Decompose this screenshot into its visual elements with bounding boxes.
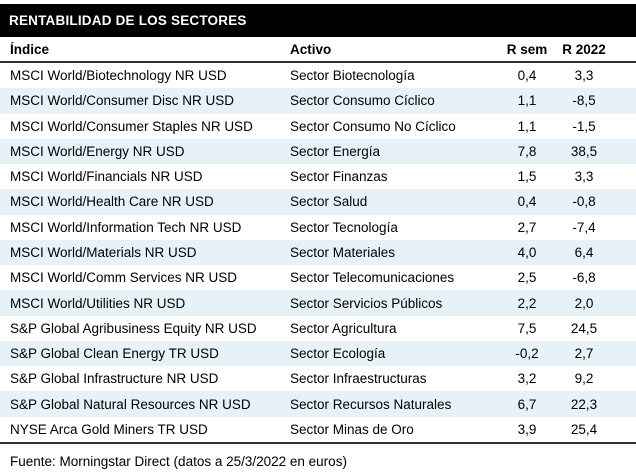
cell-r-2022: 9,2 [574,371,594,387]
cell-r-sem: 1,1 [517,118,537,134]
cell-r-sem: 7,5 [517,320,537,336]
table-title: RENTABILIDAD DE LOS SECTORES [9,13,247,28]
cell-r-2022: 3,3 [574,169,594,185]
cell-r-sem: 0,4 [517,194,537,210]
table-row: S&P Global Natural Resources NR USD Secto… [0,391,636,417]
table-row: MSCI World/Comm Services NR USD Sector Te… [0,265,636,291]
cell-r-sem: 6,7 [517,396,537,412]
cell-activo: Sector Telecomunicaciones [290,270,455,286]
table-row: S&P Global Infrastructure NR USD Sector I… [0,366,636,392]
cell-r-2022: -7,4 [572,219,596,235]
cell-indice: S&P Global Natural Resources NR USD [10,396,251,412]
cell-r-2022: -1,5 [572,118,596,134]
table-row: MSCI World/Consumer Disc NR USD Sector Co… [0,88,636,114]
table-row: S&P Global Agribusiness Equity NR USD Sec… [0,315,636,341]
cell-r-sem: 2,7 [517,219,537,235]
table-row: S&P Global Clean Energy TR USD Sector Eco… [0,340,636,367]
cell-activo: Sector Ecología [290,346,386,362]
column-header-activo: Activo [290,41,332,57]
cell-indice: MSCI World/Biotechnology NR USD [10,68,227,84]
cell-activo: Sector Consumo Cíclico [290,93,435,109]
cell-indice: NYSE Arca Gold Miners TR USD [10,421,208,437]
cell-r-2022: -8,5 [572,93,596,109]
table-row: MSCI World/Financials NR USD Sector Finan… [0,164,636,190]
cell-r-sem: 1,5 [517,169,537,185]
cell-indice: MSCI World/Materials NR USD [10,244,197,260]
cell-r-2022: 6,4 [574,244,594,260]
cell-indice: MSCI World/Consumer Staples NR USD [10,118,253,134]
cell-r-2022: 3,3 [574,68,594,84]
table-row: MSCI World/Information Tech NR USD Sector… [0,214,636,240]
table-row: NYSE Arca Gold Miners TR USD Sector Minas… [0,416,636,442]
cell-activo: Sector Biotecnología [290,68,415,84]
cell-r-2022: 24,5 [570,320,598,336]
cell-activo: Sector Finanzas [290,169,388,185]
cell-activo: Sector Agricultura [290,320,397,336]
cell-activo: Sector Recursos Naturales [290,396,452,412]
column-header-r-2022: R 2022 [562,41,606,57]
cell-activo: Sector Materiales [290,244,396,260]
table-row: MSCI World/Energy NR USD Sector Energía 7,… [0,138,636,165]
cell-indice: S&P Global Agribusiness Equity NR USD [10,320,257,336]
cell-r-sem: 3,2 [517,371,537,387]
cell-r-sem: 2,2 [517,295,537,311]
cell-indice: S&P Global Infrastructure NR USD [10,371,219,387]
cell-r-2022: -0,8 [572,194,596,210]
table-row: MSCI World/Health Care NR USD Sector Salu… [0,189,636,215]
cell-activo: Sector Salud [290,194,368,210]
cell-activo: Sector Servicios Públicos [290,295,443,311]
source-note: Fuente: Morningstar Direct (datos a 25/3… [10,453,347,469]
cell-r-sem: 7,8 [517,143,537,159]
table-body: MSCI World/Biotechnology NR USD Sector Bi… [0,63,636,442]
cell-activo: Sector Minas de Oro [290,421,414,437]
cell-r-2022: 25,4 [570,421,598,437]
cell-indice: MSCI World/Health Care NR USD [10,194,214,210]
table-bottom-rule [0,441,636,444]
cell-r-2022: 38,5 [570,143,598,159]
cell-activo: Sector Infraestructuras [290,371,427,387]
cell-indice: MSCI World/Comm Services NR USD [10,270,238,286]
cell-activo: Sector Tecnología [290,219,398,235]
table-row: MSCI World/Consumer Staples NR USD Sector… [0,113,636,139]
cell-r-2022: 22,3 [570,396,598,412]
cell-indice: MSCI World/Energy NR USD [10,143,185,159]
table-header-row: Índice Activo R sem R 2022 [0,37,636,63]
cell-r-sem: 0,4 [517,68,537,84]
cell-indice: S&P Global Clean Energy TR USD [10,346,219,362]
cell-r-sem: -0,2 [515,346,539,362]
cell-r-sem: 3,9 [517,421,537,437]
cell-r-2022: 2,7 [574,346,594,362]
cell-indice: MSCI World/Utilities NR USD [10,295,186,311]
cell-r-sem: 1,1 [517,93,537,109]
column-header-r-sem: R sem [506,41,548,57]
cell-r-2022: 2,0 [574,295,594,311]
table-title-bar: RENTABILIDAD DE LOS SECTORES [0,4,636,37]
cell-activo: Sector Energía [290,143,381,159]
cell-indice: MSCI World/Consumer Disc NR USD [10,93,235,109]
table-row: MSCI World/Biotechnology NR USD Sector Bi… [0,63,636,89]
cell-activo: Sector Consumo No Cíclico [290,118,456,134]
table-row: MSCI World/Utilities NR USD Sector Servic… [0,290,636,316]
table-row: MSCI World/Materials NR USD Sector Materi… [0,239,636,266]
cell-r-sem: 2,5 [517,270,537,286]
cell-r-2022: -6,8 [572,270,596,286]
column-header-indice: Índice [10,41,50,57]
cell-indice: MSCI World/Information Tech NR USD [10,219,242,235]
cell-indice: MSCI World/Financials NR USD [10,169,203,185]
cell-r-sem: 4,0 [517,244,537,260]
